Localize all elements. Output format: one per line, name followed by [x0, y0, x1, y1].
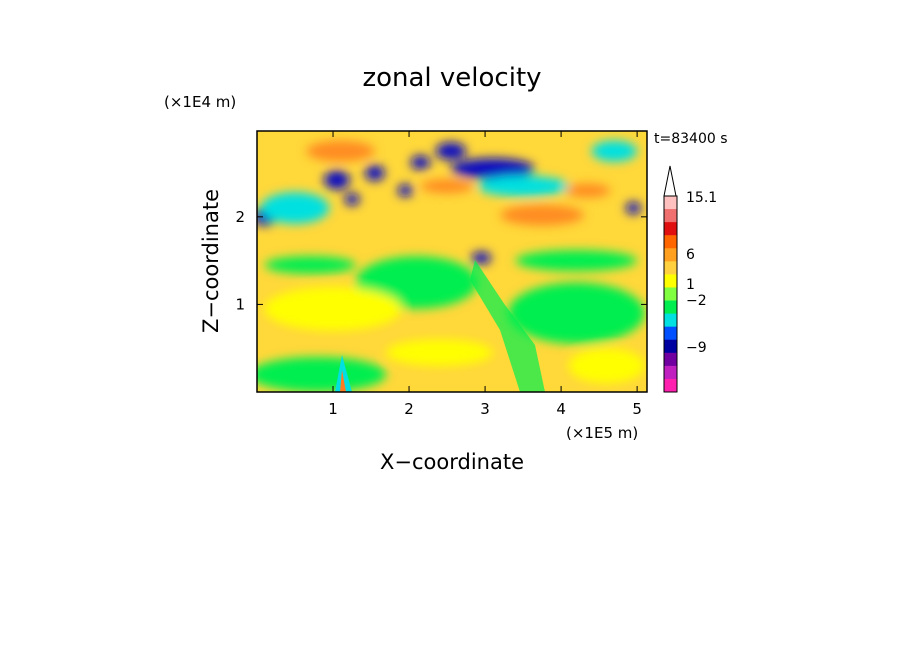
x-axis-unit: (×1E5 m): [566, 424, 638, 442]
colorbar-swatches: [664, 196, 677, 393]
y-axis-unit: (×1E4 m): [164, 93, 236, 111]
colorbar-swatch: [664, 248, 677, 262]
colorbar-frame: [663, 195, 678, 393]
contour-blob: [591, 140, 638, 162]
colorbar-label-1: 1: [686, 277, 695, 293]
x-axis-ticks: 1 2 3 4 5: [328, 131, 642, 418]
colorbar-swatch: [664, 196, 677, 210]
contour-blob: [323, 170, 350, 190]
y-axis-label: Z−coordinate: [199, 189, 223, 333]
y-tick-label: 2: [235, 208, 245, 226]
contour-blob: [435, 142, 467, 160]
x-axis-label: X−coordinate: [380, 450, 524, 474]
plot-frame: [256, 130, 648, 393]
colorbar-swatch: [664, 274, 677, 288]
contour-blob: [420, 179, 474, 194]
contour-blob: [471, 251, 492, 265]
contour-features: [257, 140, 645, 392]
contour-blob: [450, 158, 535, 180]
contour-blob: [507, 282, 645, 344]
colorbar: 15.1 6 1 −2 −9: [663, 165, 717, 393]
contour-blob: [515, 250, 638, 272]
contour-blob: [364, 165, 385, 181]
contour-blob: [564, 183, 611, 198]
mountain-wake: [335, 260, 545, 392]
ridge-peak: [335, 355, 352, 392]
contour-blob: [264, 286, 402, 331]
colorbar-swatch: [664, 339, 677, 354]
y-tick-label: 1: [235, 295, 245, 313]
x-tick-label: 4: [556, 400, 566, 418]
x-tick-label: 5: [632, 400, 642, 418]
colorbar-swatch: [664, 326, 677, 341]
contour-blob: [264, 256, 356, 274]
contour-blob: [260, 192, 330, 224]
y-axis-ticks: 12: [235, 208, 647, 313]
contour-blob: [386, 339, 493, 366]
colorbar-swatch: [664, 222, 677, 236]
contour-blob: [257, 356, 387, 392]
colorbar-swatch: [664, 365, 677, 380]
contour-blob: [625, 201, 641, 215]
colorbar-swatch: [664, 287, 677, 302]
colorbar-swatch: [664, 235, 677, 249]
colorbar-swatch: [664, 313, 677, 328]
x-tick-label: 2: [404, 400, 414, 418]
contour-blob: [344, 193, 360, 206]
time-label: t=83400 s: [654, 131, 728, 147]
colorbar-swatch: [664, 352, 677, 367]
x-tick-label: 1: [328, 400, 338, 418]
chart-title: zonal velocity: [362, 63, 541, 93]
ridge-band: [470, 260, 545, 392]
colorbar-label-minus-9: −9: [686, 340, 707, 356]
contour-blob: [477, 175, 569, 197]
plot-area: [257, 131, 647, 392]
colorbar-label-minus-2: −2: [686, 293, 707, 309]
colorbar-swatch: [664, 300, 677, 315]
x-tick-label: 3: [480, 400, 490, 418]
contour-blob: [410, 155, 431, 170]
colorbar-swatch: [664, 209, 677, 223]
contour-blob: [500, 204, 584, 226]
ridge-core: [340, 370, 346, 392]
colorbar-label-6: 6: [686, 247, 695, 263]
colorbar-top-arrow: [663, 165, 677, 197]
contour-blob: [568, 348, 645, 384]
colorbar-swatch: [664, 261, 677, 275]
colorbar-label-15-1: 15.1: [686, 190, 717, 206]
contour-blob: [397, 184, 413, 197]
colorbar-swatch: [664, 378, 677, 393]
contour-blob: [306, 140, 375, 162]
